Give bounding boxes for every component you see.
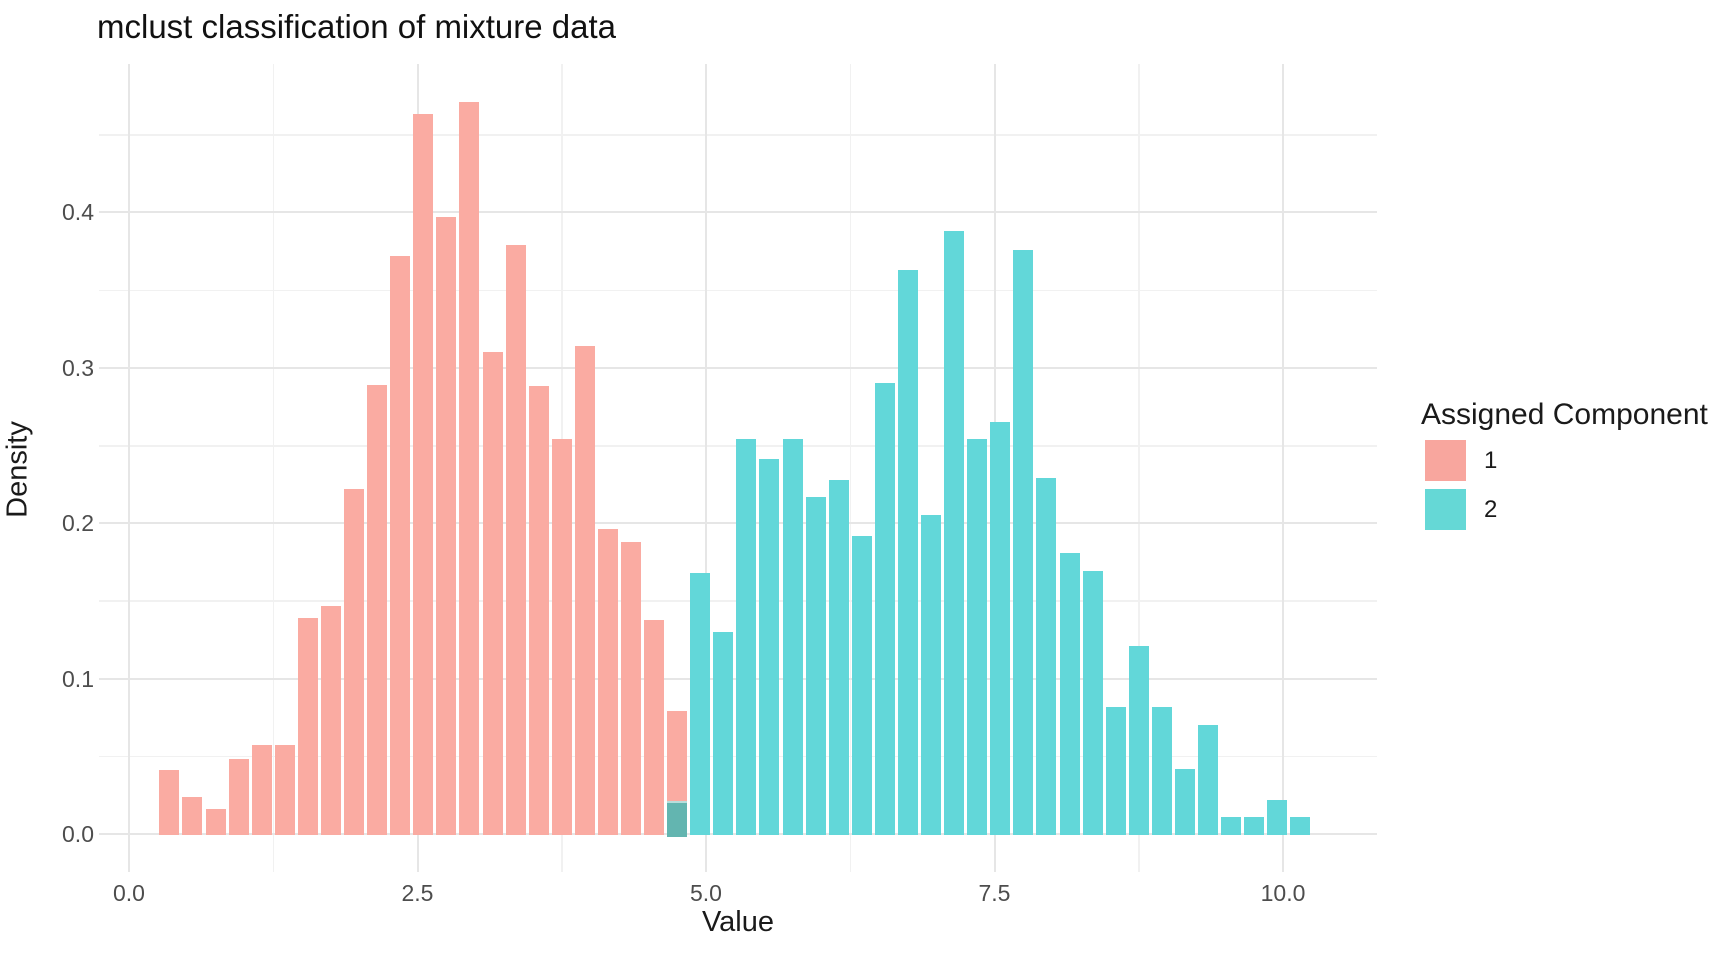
y-minor-gridline [99,134,1377,136]
y-major-gridline [99,366,1377,369]
x-tick-label: 0.0 [113,880,145,906]
y-tick-label: 0.4 [62,199,94,226]
bar-component-1 [644,619,665,835]
bar-component-2 [690,572,711,835]
bar-component-2 [1013,249,1034,835]
bar-component-2 [1105,706,1126,835]
bar-component-2 [1290,816,1311,835]
y-tick-label: 0.1 [62,665,94,692]
legend: Assigned Component 1 2 [1421,398,1708,530]
bar-component-2 [1059,552,1080,835]
legend-item-component-1: 1 [1421,440,1708,481]
bar-component-2 [921,515,942,835]
legend-swatch-component-2 [1425,489,1466,530]
x-major-gridline [128,64,130,872]
x-major-gridline [705,64,707,872]
x-tick-label: 5.0 [690,880,722,906]
bar-component-2 [897,269,918,835]
bar-component-2 [990,422,1011,835]
bar-component-2 [713,631,734,835]
bar-component-2 [874,383,895,835]
bar-component-1 [159,770,180,835]
y-tick-label: 0.0 [62,821,94,847]
y-axis-title: Density [1,421,34,518]
x-minor-gridline [849,64,852,872]
plot-title: mclust classification of mixture data [97,8,617,45]
bar-component-2 [1244,816,1265,835]
legend-label-component-1: 1 [1484,447,1498,474]
bar-component-1 [274,745,295,835]
bar-component-2 [1036,478,1057,835]
bar-component-2 [805,496,826,835]
x-tick-label: 2.5 [401,880,434,906]
x-minor-gridline [272,64,275,872]
bar-component-1 [320,605,341,835]
bar-component-1 [482,352,503,835]
legend-title: Assigned Component [1421,398,1708,431]
bar-component-2 [828,479,849,835]
y-tick-label: 0.3 [62,354,94,381]
bar-component-2 [1221,816,1242,835]
bar-component-1 [528,386,549,835]
x-tick-label: 7.5 [978,880,1011,906]
bar-component-1 [459,102,480,835]
bar-component-2 [1151,706,1172,835]
bar-component-1 [251,745,272,835]
legend-item-component-2: 2 [1421,489,1708,530]
bar-component-1 [574,346,595,835]
bar-component-1 [297,617,318,835]
bar-component-2 [1197,725,1218,835]
bar-component-2 [851,535,872,835]
bar-component-1 [597,529,618,835]
bar-component-1 [620,541,641,835]
bar-component-2 [1267,799,1288,835]
x-major-gridline [1282,64,1284,872]
legend-swatch-component-1 [1425,440,1466,481]
bar-component-2 [967,439,988,835]
x-minor-gridline [1138,64,1140,872]
bar-component-1 [228,759,249,835]
y-tick-label: 0.2 [62,510,94,537]
legend-label-component-2: 2 [1484,496,1498,523]
bar-component-2 [1174,768,1195,835]
bar-component-2 [944,231,965,835]
bar-component-2 [667,801,688,837]
y-major-gridline [99,211,1377,214]
bar-component-1 [551,439,572,835]
x-axis-title: Value [701,906,775,938]
bar-component-1 [182,796,203,835]
bar-component-1 [344,489,365,835]
bar-component-1 [436,217,457,835]
bar-component-1 [390,255,411,835]
bar-component-2 [736,439,757,835]
bar-component-2 [782,439,803,835]
bar-component-1 [205,809,226,835]
bar-component-1 [505,245,526,835]
bar-component-2 [759,459,780,835]
bar-component-1 [367,384,388,835]
bar-component-2 [1082,571,1103,835]
x-tick-label: 10.0 [1260,880,1306,906]
y-minor-gridline [99,289,1377,292]
bar-component-2 [1128,645,1149,835]
bar-component-1 [413,114,434,835]
